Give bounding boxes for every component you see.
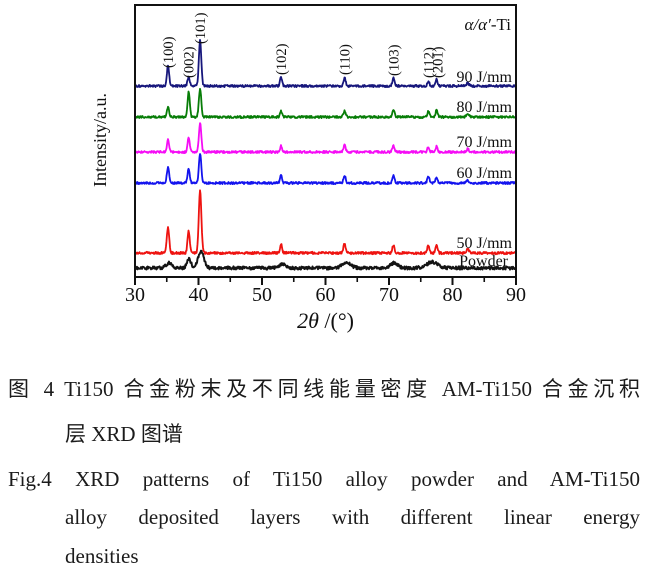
caption-en-line2: alloy deposited layers with different li… <box>65 505 640 529</box>
trace-label-powder: Powder <box>459 253 509 270</box>
phase-label: α/α′-Ti <box>465 15 512 34</box>
series-50jmm <box>134 189 517 256</box>
x-axis-label: 2θ /(°) <box>297 308 354 333</box>
series-80jmm <box>134 87 517 119</box>
caption-cn-line1: 图 4 Ti150 合金粉末及不同线能量密度 AM-Ti150 合金沉积 <box>8 377 640 401</box>
trace-label-70jmm: 70 J/mm <box>456 134 512 151</box>
peak-label-102: (102) <box>274 43 290 75</box>
trace-label-50jmm: 50 J/mm <box>456 235 512 252</box>
trace-label-60jmm: 60 J/mm <box>456 165 512 182</box>
peak-label-112: (112) <box>421 47 437 78</box>
trace-label-80jmm: 80 J/mm <box>456 99 512 116</box>
x-tick-label-30: 30 <box>125 284 145 306</box>
peak-label-103: (103) <box>386 44 402 76</box>
series-powder <box>134 249 517 271</box>
peak-label-201: (201) <box>430 46 446 78</box>
peak-label-002: (002) <box>182 46 198 78</box>
x-tick-label-40: 40 <box>189 284 209 306</box>
peak-label-110: (110) <box>338 44 354 75</box>
caption-cn-line2: 层 XRD 图谱 <box>65 422 183 446</box>
series-60jmm <box>134 153 517 186</box>
peak-label-100: (100) <box>161 36 177 68</box>
series-90jmm <box>134 39 517 88</box>
y-axis-label: Intensity/a.u. <box>90 93 110 187</box>
series-70jmm <box>134 122 517 155</box>
x-tick-label-70: 70 <box>379 284 399 306</box>
x-tick-label-50: 50 <box>252 284 272 306</box>
trace-label-90jmm: 90 J/mm <box>456 69 512 86</box>
x-tick-label-90: 90 <box>506 284 526 306</box>
caption-en-line3: densities <box>65 544 139 568</box>
peak-label-101: (101) <box>193 12 209 44</box>
caption-en-line1: Fig.4 XRD patterns of Ti150 alloy powder… <box>8 467 640 491</box>
xrd-figure: Powder 50 J/mm 60 J/mm 70 J/mm 80 J/mm 90 J/m… <box>90 4 526 333</box>
x-tick-label-80: 80 <box>443 284 463 306</box>
x-tick-label-60: 60 <box>316 284 336 306</box>
